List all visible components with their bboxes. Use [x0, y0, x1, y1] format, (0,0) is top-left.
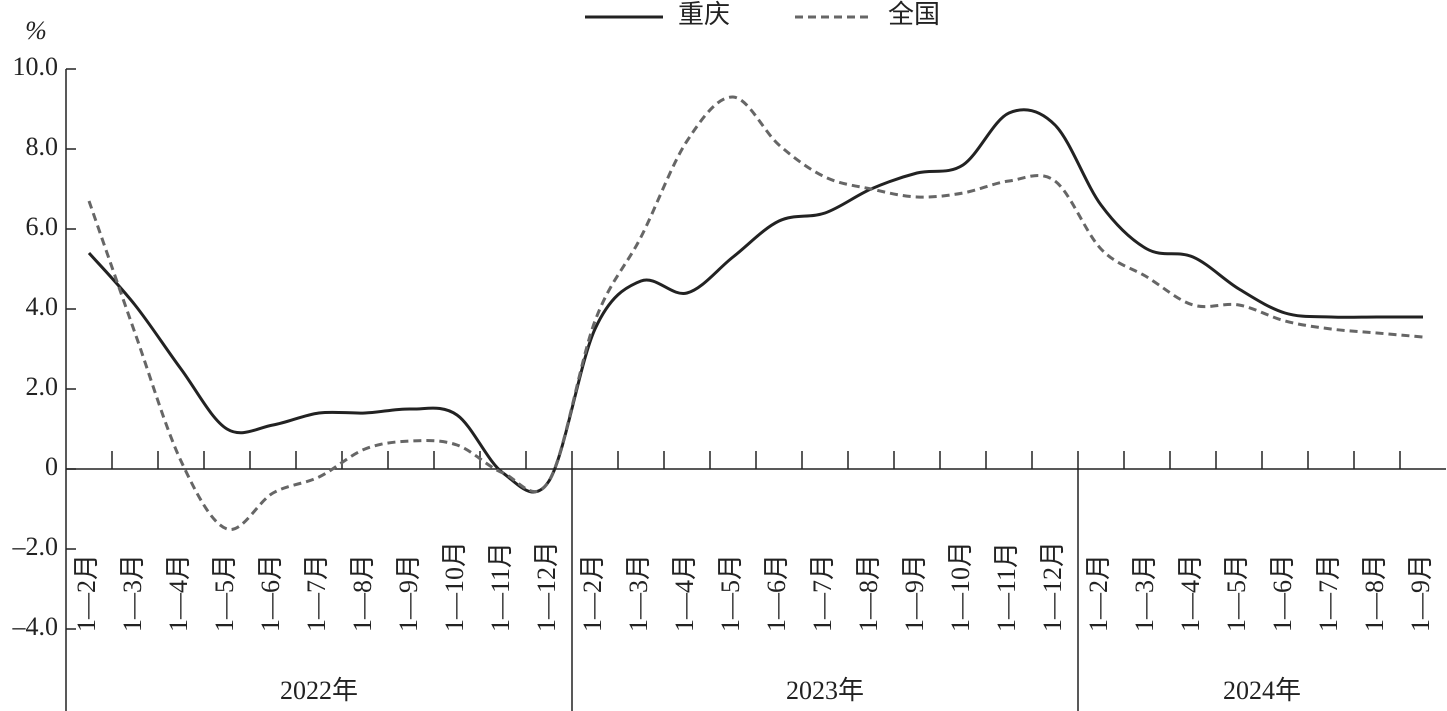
x-tick-label: 1—3月 — [118, 554, 147, 632]
x-tick-label: 1—9月 — [1406, 554, 1435, 632]
x-tick-label: 1—10月 — [440, 541, 469, 632]
legend-label: 重庆 — [678, 0, 730, 29]
x-tick-label: 1—3月 — [1130, 554, 1159, 632]
x-tick-label: 1—6月 — [256, 554, 285, 632]
y-tick-label: –4.0 — [12, 612, 59, 641]
x-tick-label: 1—2月 — [578, 554, 607, 632]
x-tick-label: 1—4月 — [1176, 554, 1205, 632]
x-tick-label: 1—6月 — [1268, 554, 1297, 632]
y-tick-label: 2.0 — [26, 372, 59, 401]
x-tick-label: 1—11月 — [992, 542, 1021, 632]
x-tick-label: 1—9月 — [394, 554, 423, 632]
x-tick-label: 1—8月 — [1360, 554, 1389, 632]
y-axis-label: % — [25, 16, 47, 45]
x-tick-label: 1—3月 — [624, 554, 653, 632]
series-line — [87, 95, 1424, 531]
x-tick-label: 1—6月 — [762, 554, 791, 632]
x-tick-label: 1—5月 — [210, 554, 239, 632]
x-tick-label: 1—2月 — [1084, 554, 1113, 632]
x-tick-label: 1—2月 — [72, 554, 101, 632]
x-tick-label: 1—5月 — [716, 554, 745, 632]
series-line — [87, 108, 1423, 494]
y-tick-label: 0 — [45, 452, 58, 481]
x-tick-label: 1—7月 — [302, 554, 331, 632]
x-tick-label: 1—12月 — [532, 541, 561, 632]
x-tick-label: 1—7月 — [808, 554, 837, 632]
y-tick-label: 10.0 — [13, 52, 59, 81]
group-label: 2023年 — [786, 676, 864, 705]
group-label: 2022年 — [280, 676, 358, 705]
x-tick-label: 1—7月 — [1314, 554, 1343, 632]
y-tick-label: –2.0 — [12, 532, 59, 561]
x-tick-label: 1—9月 — [900, 554, 929, 632]
x-tick-label: 1—11月 — [486, 542, 515, 632]
y-tick-label: 8.0 — [26, 132, 59, 161]
y-tick-label: 4.0 — [26, 292, 59, 321]
x-tick-label: 1—8月 — [854, 554, 883, 632]
x-tick-label: 1—8月 — [348, 554, 377, 632]
x-tick-label: 1—12月 — [1038, 541, 1067, 632]
x-tick-label: 1—5月 — [1222, 554, 1251, 632]
x-tick-label: 1—10月 — [946, 541, 975, 632]
legend-label: 全国 — [888, 0, 940, 29]
group-label: 2024年 — [1223, 676, 1301, 705]
x-tick-label: 1—4月 — [164, 554, 193, 632]
x-tick-label: 1—4月 — [670, 554, 699, 632]
y-tick-label: 6.0 — [26, 212, 59, 241]
